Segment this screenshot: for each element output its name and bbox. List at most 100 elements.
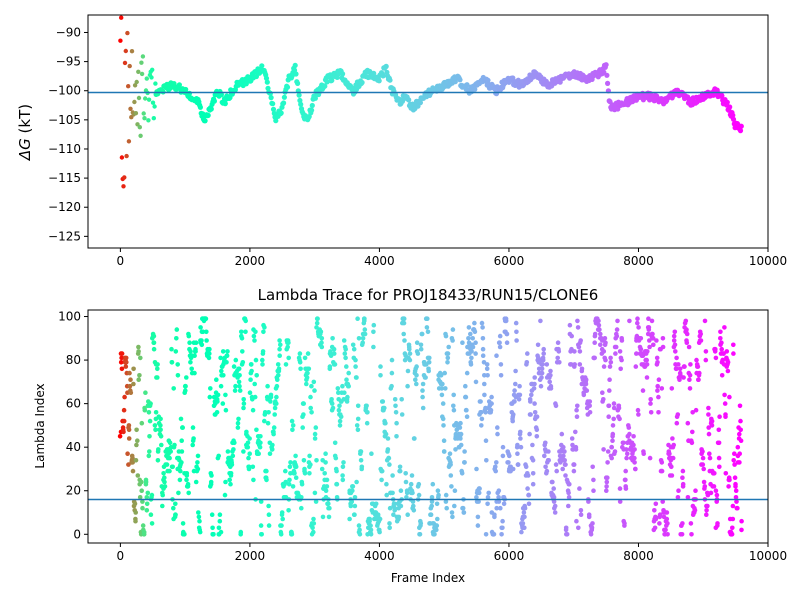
lambda-point bbox=[356, 523, 362, 528]
lambda-point bbox=[606, 403, 612, 409]
lambda-point bbox=[486, 490, 492, 496]
lambda-point bbox=[393, 403, 398, 409]
lambda-point bbox=[288, 460, 293, 465]
x-tick-label: 8000 bbox=[623, 254, 654, 268]
lambda-point bbox=[132, 501, 138, 507]
dg-point bbox=[132, 99, 137, 105]
lambda-point bbox=[415, 351, 421, 356]
lambda-point bbox=[327, 505, 332, 511]
lambda-point bbox=[218, 529, 224, 535]
lambda-point bbox=[362, 318, 367, 324]
lambda-point bbox=[706, 425, 711, 430]
lambda-point bbox=[735, 444, 741, 450]
lambda-point bbox=[443, 386, 448, 391]
lambda-point bbox=[673, 349, 678, 354]
lambda-point bbox=[266, 503, 271, 509]
lambda-point bbox=[286, 508, 291, 513]
lambda-point bbox=[170, 464, 175, 470]
lambda-point bbox=[548, 373, 553, 378]
lambda-point bbox=[207, 346, 212, 352]
lambda-point bbox=[253, 329, 258, 335]
lambda-point bbox=[301, 401, 307, 406]
lambda-point bbox=[689, 532, 694, 537]
x-tick: 10000 bbox=[749, 248, 787, 268]
lambda-point bbox=[414, 373, 419, 378]
lambda-point bbox=[724, 349, 730, 354]
lambda-point bbox=[305, 351, 311, 356]
lambda-point bbox=[731, 458, 736, 463]
y-tick: −95 bbox=[56, 55, 88, 69]
lambda-point bbox=[323, 460, 328, 465]
lambda-point bbox=[287, 464, 293, 470]
lambda-point bbox=[128, 377, 133, 383]
lambda-point bbox=[488, 407, 494, 413]
lambda-point bbox=[341, 460, 346, 465]
dg-point bbox=[719, 93, 725, 99]
lambda-point bbox=[484, 366, 490, 372]
lambda-point bbox=[434, 527, 439, 533]
lambda-point bbox=[401, 316, 407, 322]
lambda-point bbox=[701, 479, 707, 485]
dg-point bbox=[205, 112, 211, 118]
lambda-point bbox=[477, 486, 482, 491]
lambda-point bbox=[364, 403, 369, 409]
lambda-point bbox=[399, 397, 405, 402]
dg-point bbox=[270, 101, 276, 107]
dg-point bbox=[464, 82, 470, 88]
lambda-point bbox=[623, 477, 628, 483]
lambda-point bbox=[398, 488, 404, 494]
lambda-point bbox=[155, 375, 160, 380]
y-tick-label: −105 bbox=[48, 113, 81, 127]
lambda-point bbox=[334, 468, 339, 474]
lambda-point bbox=[167, 455, 172, 461]
lambda-point bbox=[392, 505, 398, 511]
lambda-point bbox=[402, 357, 408, 363]
lambda-point bbox=[203, 316, 209, 322]
lambda-point bbox=[299, 505, 304, 511]
lambda-point bbox=[426, 368, 432, 374]
lambda-point bbox=[659, 386, 665, 391]
lambda-point bbox=[222, 492, 228, 498]
lambda-point bbox=[340, 464, 346, 470]
dg-point bbox=[126, 139, 132, 144]
lambda-point bbox=[671, 333, 677, 339]
lambda-point bbox=[214, 410, 220, 415]
dg-x-axis: 0 2000 4000 6000 8000 10000 bbox=[117, 248, 787, 268]
dg-point bbox=[218, 92, 224, 98]
lambda-point bbox=[527, 431, 532, 437]
lambda-point bbox=[644, 375, 650, 380]
lambda-point bbox=[608, 360, 614, 365]
lambda-point bbox=[469, 355, 474, 361]
lambda-point bbox=[272, 412, 278, 417]
lambda-point bbox=[491, 532, 497, 537]
lambda-point bbox=[407, 351, 413, 356]
dg-point bbox=[152, 104, 157, 109]
x-tick-label: 10000 bbox=[749, 254, 787, 268]
dg-point bbox=[208, 106, 214, 112]
y-tick: 60 bbox=[66, 397, 88, 411]
lambda-point bbox=[269, 447, 275, 452]
lambda-point bbox=[618, 366, 623, 372]
lambda-point bbox=[624, 455, 629, 461]
lambda-point bbox=[195, 460, 200, 465]
lambda-point bbox=[445, 360, 450, 365]
lambda-point bbox=[551, 499, 557, 504]
dg-point bbox=[295, 80, 301, 86]
lambda-point bbox=[293, 453, 298, 459]
dg-point bbox=[406, 97, 412, 103]
lambda-point bbox=[131, 366, 136, 372]
lambda-point bbox=[204, 338, 209, 343]
lambda-point bbox=[351, 346, 357, 352]
lambda-point bbox=[333, 455, 339, 461]
x-tick: 2000 bbox=[235, 248, 265, 268]
lambda-point bbox=[591, 477, 596, 483]
lambda-point bbox=[653, 501, 659, 507]
lambda-point bbox=[141, 529, 147, 535]
lambda-point bbox=[297, 351, 303, 356]
lambda-point bbox=[646, 325, 652, 330]
lambda-point bbox=[459, 471, 465, 476]
dg-point bbox=[119, 155, 125, 160]
lambda-point bbox=[674, 355, 679, 361]
lambda-point bbox=[523, 464, 529, 470]
lambda-point bbox=[534, 434, 540, 439]
